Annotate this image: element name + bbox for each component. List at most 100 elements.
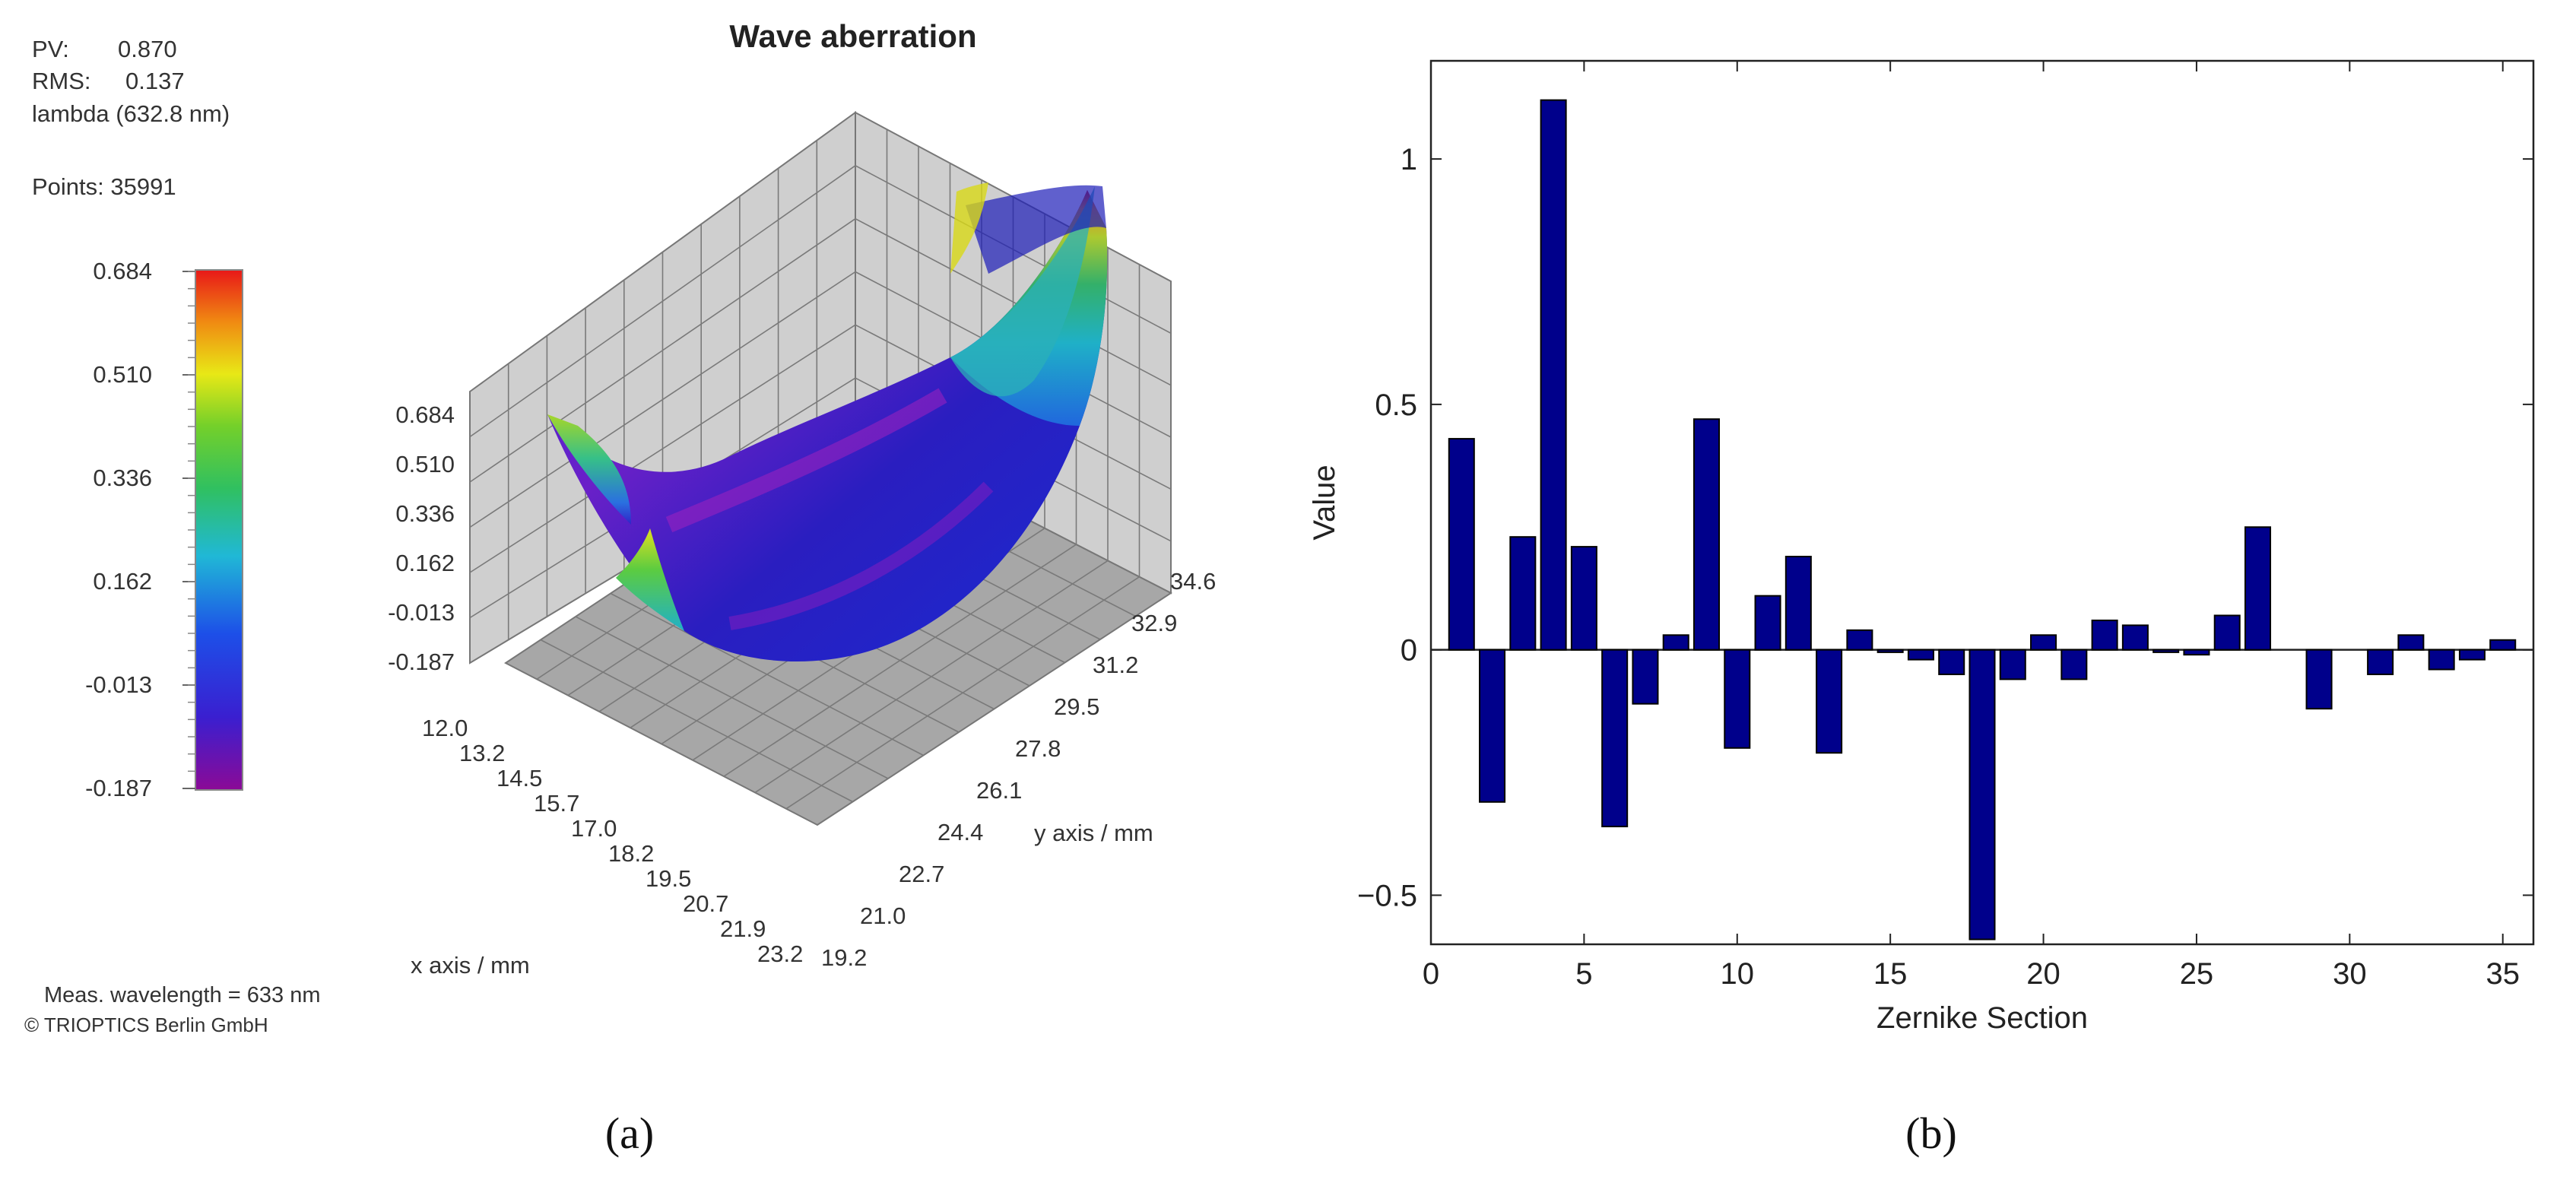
y-tick-label: 24.4 — [937, 819, 983, 845]
colorbar-tick-label: 0.162 — [93, 568, 152, 595]
bar — [2213, 614, 2241, 651]
x-tick-label: 17.0 — [571, 815, 617, 842]
surface-left-wing — [547, 414, 631, 525]
bar — [2428, 649, 2455, 671]
x-tick-label: 14.5 — [496, 765, 542, 791]
x-tick-label: 23.2 — [757, 941, 803, 967]
x-tick-label: 13.2 — [459, 740, 505, 766]
bar — [2091, 619, 2118, 651]
bar — [2305, 649, 2333, 710]
bar — [2030, 634, 2057, 651]
wavelength-unit: lambda (632.8 nm) — [32, 100, 230, 127]
y-tick-label: 19.2 — [821, 944, 867, 971]
bar — [1448, 438, 1475, 651]
x-tick-label: 21.9 — [720, 915, 766, 942]
bar — [2397, 634, 2425, 651]
y-tick-label: 32.9 — [1131, 610, 1177, 636]
x-tick-label: 20.7 — [683, 890, 728, 917]
grid-line — [785, 576, 1140, 810]
x-tick-label: 35 — [2486, 957, 2520, 991]
y-tick-label: 34.6 — [1170, 568, 1216, 595]
copyright: © TRIOPTICS Berlin GmbH — [24, 1013, 268, 1036]
y-tick-label: 29.5 — [1054, 693, 1099, 720]
z-tick-label: -0.187 — [388, 649, 455, 675]
surface-bowl — [547, 190, 1108, 661]
grid-line — [469, 165, 856, 438]
bar — [1846, 629, 1873, 651]
bar — [1692, 418, 1721, 651]
colorbar-ticks: 0.684 0.510 0.336 0.162 -0.013 -0.187 — [85, 258, 195, 801]
surface-right-highlight — [950, 182, 988, 274]
z-tick-label: 0.684 — [395, 401, 455, 428]
y-tick-label: 0 — [1401, 634, 1417, 668]
y-axis-label-b: Value — [1308, 465, 1341, 540]
bar — [1876, 649, 1904, 653]
x-tick-label: 19.5 — [646, 865, 691, 892]
z-axis-ticks: 0.684 0.510 0.336 0.162 -0.013 -0.187 — [388, 401, 455, 675]
grid-line — [723, 544, 1077, 777]
colorbar-tick-label: 0.510 — [93, 361, 152, 388]
x-axis-label-b: Zernike Section — [1876, 1001, 2088, 1035]
chart-title-a: Wave aberration — [729, 18, 976, 54]
bar — [2367, 649, 2394, 675]
grid-line — [469, 271, 856, 528]
y-tick-label: −0.5 — [1357, 879, 1417, 912]
bar — [1509, 536, 1537, 651]
grid-line — [469, 324, 856, 573]
x-tick-label: 18.2 — [608, 840, 654, 867]
bar — [1662, 634, 1689, 651]
bar — [1479, 649, 1506, 803]
x-axis-label-a: x axis / mm — [411, 952, 530, 979]
colorbar-tick-label: -0.187 — [85, 775, 152, 801]
y-axis-ticks-b: −0.5 0 0.5 1 — [1357, 143, 2533, 912]
bar — [1724, 649, 1751, 749]
points-count: Points: 35991 — [32, 173, 176, 200]
bar — [2060, 649, 2088, 680]
caption-b: (b) — [1905, 1109, 1957, 1158]
bar — [1907, 649, 1934, 661]
panel-b: 0 5 10 15 20 25 30 35 −0.5 0 0.5 1 Zernike Section… — [1308, 59, 2535, 1158]
bar — [1784, 556, 1812, 651]
surface-ridge-low — [728, 481, 994, 630]
bar — [2489, 639, 2517, 651]
wave-surface — [547, 182, 1108, 661]
y-tick-label: 1 — [1401, 143, 1417, 176]
panel-a: PV: 0.870 RMS: 0.137 lambda (632.8 nm) P… — [24, 18, 1216, 1158]
bar — [1570, 546, 1597, 651]
x-tick-label: 30 — [2333, 957, 2367, 991]
surface-back-edge — [966, 185, 1106, 274]
surface-left-peak — [616, 528, 684, 631]
x-tick-label: 15 — [1873, 957, 1908, 991]
y-tick-label: 0.5 — [1375, 389, 1417, 422]
x-tick-label: 20 — [2026, 957, 2060, 991]
y-tick-label: 26.1 — [976, 777, 1022, 804]
bar — [1540, 99, 1567, 651]
pv-label: PV: — [32, 36, 69, 62]
x-tick-label: 5 — [1575, 957, 1592, 991]
colorbar — [195, 269, 243, 791]
z-tick-label: 0.336 — [395, 500, 455, 527]
y-tick-label: 31.2 — [1093, 652, 1138, 678]
x-tick-label: 15.7 — [534, 790, 579, 817]
bar — [1632, 649, 1659, 705]
z-tick-label: -0.013 — [388, 599, 455, 626]
z-tick-label: 0.510 — [395, 451, 455, 477]
bar — [1968, 649, 1996, 941]
bar — [2458, 649, 2486, 661]
bar — [1601, 649, 1629, 828]
rms-label: RMS: — [32, 68, 91, 94]
surface-right-slope — [950, 186, 1095, 397]
y-tick-label: 22.7 — [899, 861, 944, 887]
caption-a: (a) — [605, 1109, 654, 1158]
grid-line — [469, 218, 856, 483]
y-axis-label-a: y axis / mm — [1034, 820, 1153, 846]
x-axis-ticks: 12.013.214.515.717.018.219.520.721.923.2 — [422, 715, 803, 967]
y-tick-label: 27.8 — [1015, 735, 1061, 762]
pv-value: 0.870 — [118, 36, 177, 62]
rms-value: 0.137 — [125, 68, 185, 94]
bar — [1999, 649, 2026, 680]
z-tick-label: 0.162 — [395, 550, 455, 576]
x-tick-label: 10 — [1721, 957, 1755, 991]
bar — [1816, 649, 1843, 754]
